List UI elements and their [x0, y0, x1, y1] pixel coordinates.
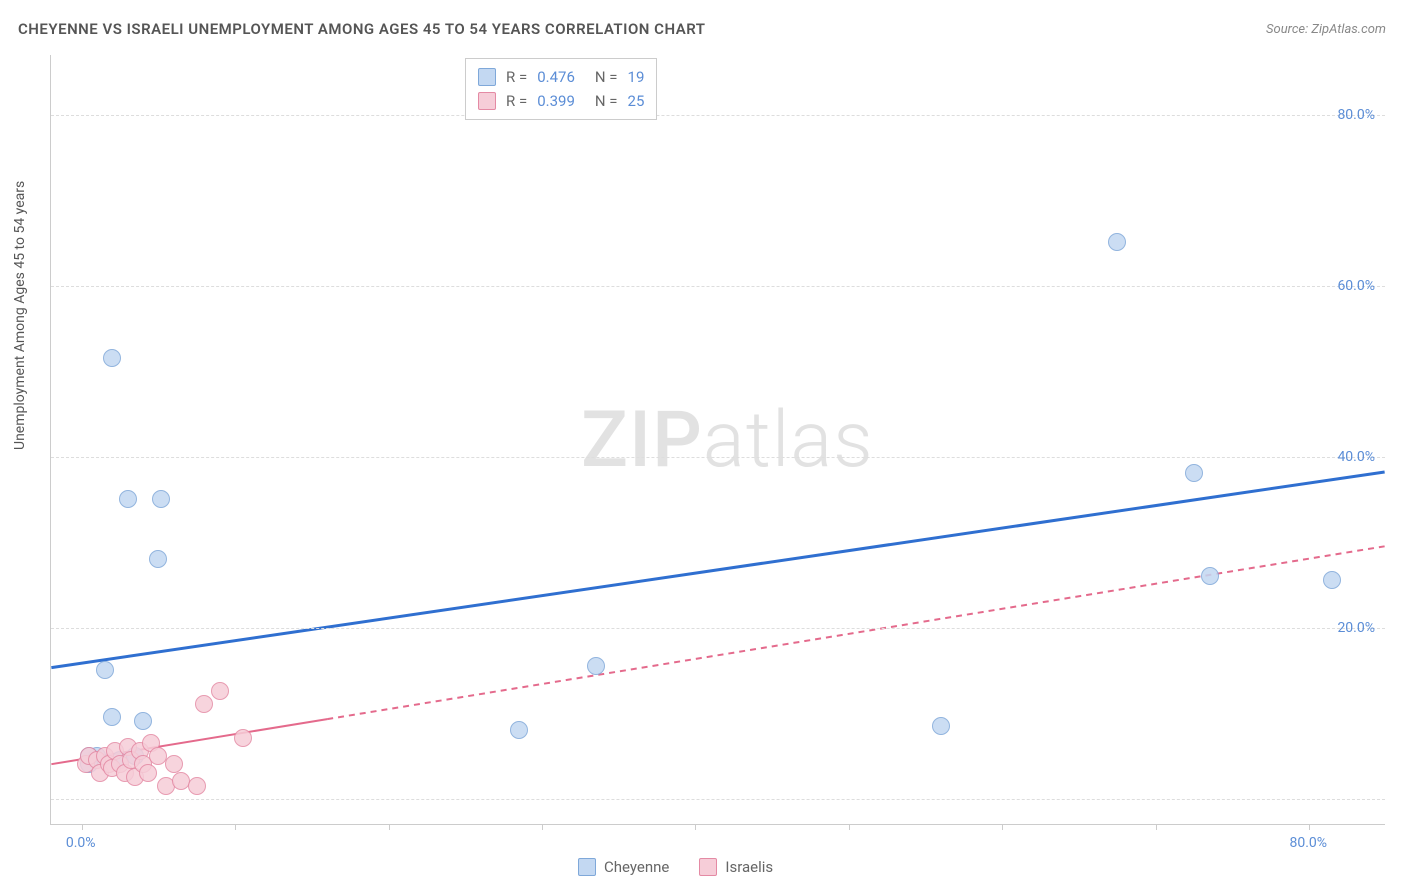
data-point — [103, 708, 121, 726]
data-point — [103, 349, 121, 367]
data-point — [96, 661, 114, 679]
trend-lines — [51, 55, 1385, 824]
data-point — [119, 490, 137, 508]
r-value: 0.476 — [537, 65, 575, 89]
x-tick — [542, 824, 543, 830]
data-point — [587, 657, 605, 675]
gridline — [51, 799, 1385, 800]
data-point — [195, 695, 213, 713]
data-point — [165, 755, 183, 773]
legend-swatch — [699, 858, 717, 876]
gridline — [51, 115, 1385, 116]
data-point — [932, 717, 950, 735]
data-point — [234, 729, 252, 747]
y-axis-label: Unemployment Among Ages 45 to 54 years — [12, 181, 28, 450]
data-point — [1108, 233, 1126, 251]
x-tick-label: 80.0% — [1289, 835, 1327, 851]
watermark-zip: ZIP — [581, 395, 703, 486]
x-tick — [1156, 824, 1157, 830]
source-attribution: Source: ZipAtlas.com — [1266, 22, 1386, 37]
data-point — [152, 490, 170, 508]
n-label: N = — [595, 89, 618, 113]
x-tick — [389, 824, 390, 830]
watermark: ZIPatlas — [581, 395, 874, 486]
x-tick-label: 0.0% — [66, 835, 96, 851]
legend-label: Cheyenne — [604, 858, 669, 876]
y-tick-label: 60.0% — [1337, 278, 1375, 294]
legend-label: Israelis — [725, 858, 773, 876]
series-legend: Cheyenne Israelis — [578, 858, 773, 876]
gridline — [51, 457, 1385, 458]
x-tick — [1002, 824, 1003, 830]
x-tick — [1309, 824, 1310, 830]
data-point — [1201, 567, 1219, 585]
y-tick-label: 40.0% — [1337, 449, 1375, 465]
x-tick — [235, 824, 236, 830]
data-point — [149, 550, 167, 568]
legend-item: Israelis — [699, 858, 773, 876]
data-point — [211, 682, 229, 700]
r-value: 0.399 — [537, 89, 575, 113]
n-value: 25 — [628, 89, 645, 113]
correlation-legend: R = 0.476 N = 19 R = 0.399 N = 25 — [465, 58, 657, 120]
plot-area: ZIPatlas 20.0% 40.0% 60.0% 80.0% — [50, 55, 1385, 825]
data-point — [134, 712, 152, 730]
data-point — [1323, 571, 1341, 589]
watermark-atlas: atlas — [703, 395, 874, 486]
legend-row: R = 0.476 N = 19 — [478, 65, 644, 89]
data-point — [188, 777, 206, 795]
data-point — [510, 721, 528, 739]
y-tick-label: 20.0% — [1337, 620, 1375, 636]
y-tick-label: 80.0% — [1337, 107, 1375, 123]
legend-row: R = 0.399 N = 25 — [478, 89, 644, 113]
r-label: R = — [506, 65, 527, 89]
gridline — [51, 286, 1385, 287]
legend-swatch — [478, 92, 496, 110]
data-point — [1185, 464, 1203, 482]
n-value: 19 — [628, 65, 645, 89]
legend-swatch — [478, 68, 496, 86]
x-tick — [849, 824, 850, 830]
x-tick — [695, 824, 696, 830]
legend-swatch — [578, 858, 596, 876]
r-label: R = — [506, 89, 527, 113]
legend-item: Cheyenne — [578, 858, 669, 876]
x-tick — [82, 824, 83, 830]
gridline — [51, 628, 1385, 629]
data-point — [139, 764, 157, 782]
chart-title: CHEYENNE VS ISRAELI UNEMPLOYMENT AMONG A… — [18, 20, 706, 38]
n-label: N = — [595, 65, 618, 89]
